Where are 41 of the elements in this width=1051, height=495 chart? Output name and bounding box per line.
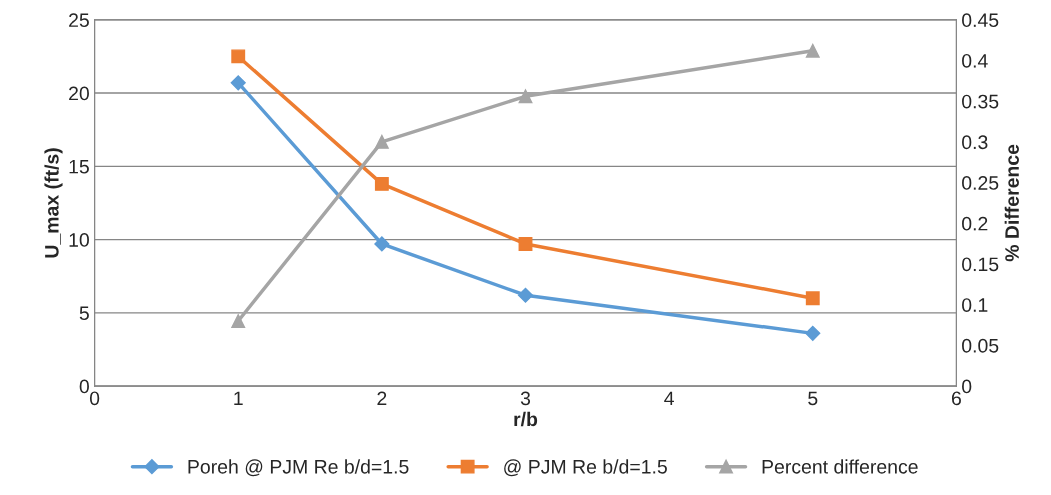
- y2-tick-label: 0.3: [962, 135, 988, 150]
- y2-tick-label: 0.4: [962, 53, 988, 68]
- y2-tick-label: 0.2: [962, 216, 988, 231]
- point: [805, 325, 821, 341]
- y2-tick-label: 0.45: [962, 13, 999, 28]
- legend-label: Poreh @ PJM Re b/d=1.5: [188, 459, 409, 477]
- y2-tick-label: 0.25: [962, 176, 999, 190]
- y-tick-label: 10: [69, 233, 89, 247]
- y-tick-label: 20: [69, 86, 89, 101]
- x-tick-label: 2: [377, 391, 387, 406]
- x-tick-label: 5: [808, 391, 818, 406]
- y2-tick-label: 0.35: [962, 94, 999, 109]
- point: [374, 134, 389, 149]
- point: [374, 236, 390, 252]
- y-tick-label: 0: [79, 379, 89, 394]
- y2-tick-label: 0.1: [962, 298, 988, 312]
- y-tick-label: 25: [69, 13, 89, 28]
- y2-axis-title: % Difference: [1004, 144, 1019, 262]
- point: [805, 43, 820, 58]
- y-tick-label: 15: [69, 159, 89, 174]
- legend-label: Percent difference: [762, 459, 918, 474]
- point: [518, 89, 533, 104]
- y2-tick-label: 0.05: [962, 338, 999, 353]
- y2-tick-label: 0: [962, 379, 972, 394]
- x-axis-title: r/b: [514, 411, 538, 427]
- point: [231, 314, 246, 328]
- y2-tick-label: 0.15: [962, 257, 999, 272]
- point: [231, 49, 246, 64]
- x-tick-label: 4: [664, 391, 674, 406]
- x-tick-label: 0: [89, 391, 100, 406]
- legend-label: @ PJM Re b/d=1.5: [504, 459, 667, 477]
- x-tick-label: 6: [951, 391, 961, 406]
- x-tick-label: 1: [234, 391, 243, 406]
- point: [805, 291, 820, 306]
- point: [374, 176, 389, 191]
- point: [230, 75, 246, 91]
- point: [518, 237, 533, 251]
- y-tick-label: 5: [79, 306, 89, 321]
- x-tick-label: 3: [520, 391, 531, 406]
- y-axis-title: U_max (ft/s): [44, 148, 63, 258]
- point: [517, 287, 534, 303]
